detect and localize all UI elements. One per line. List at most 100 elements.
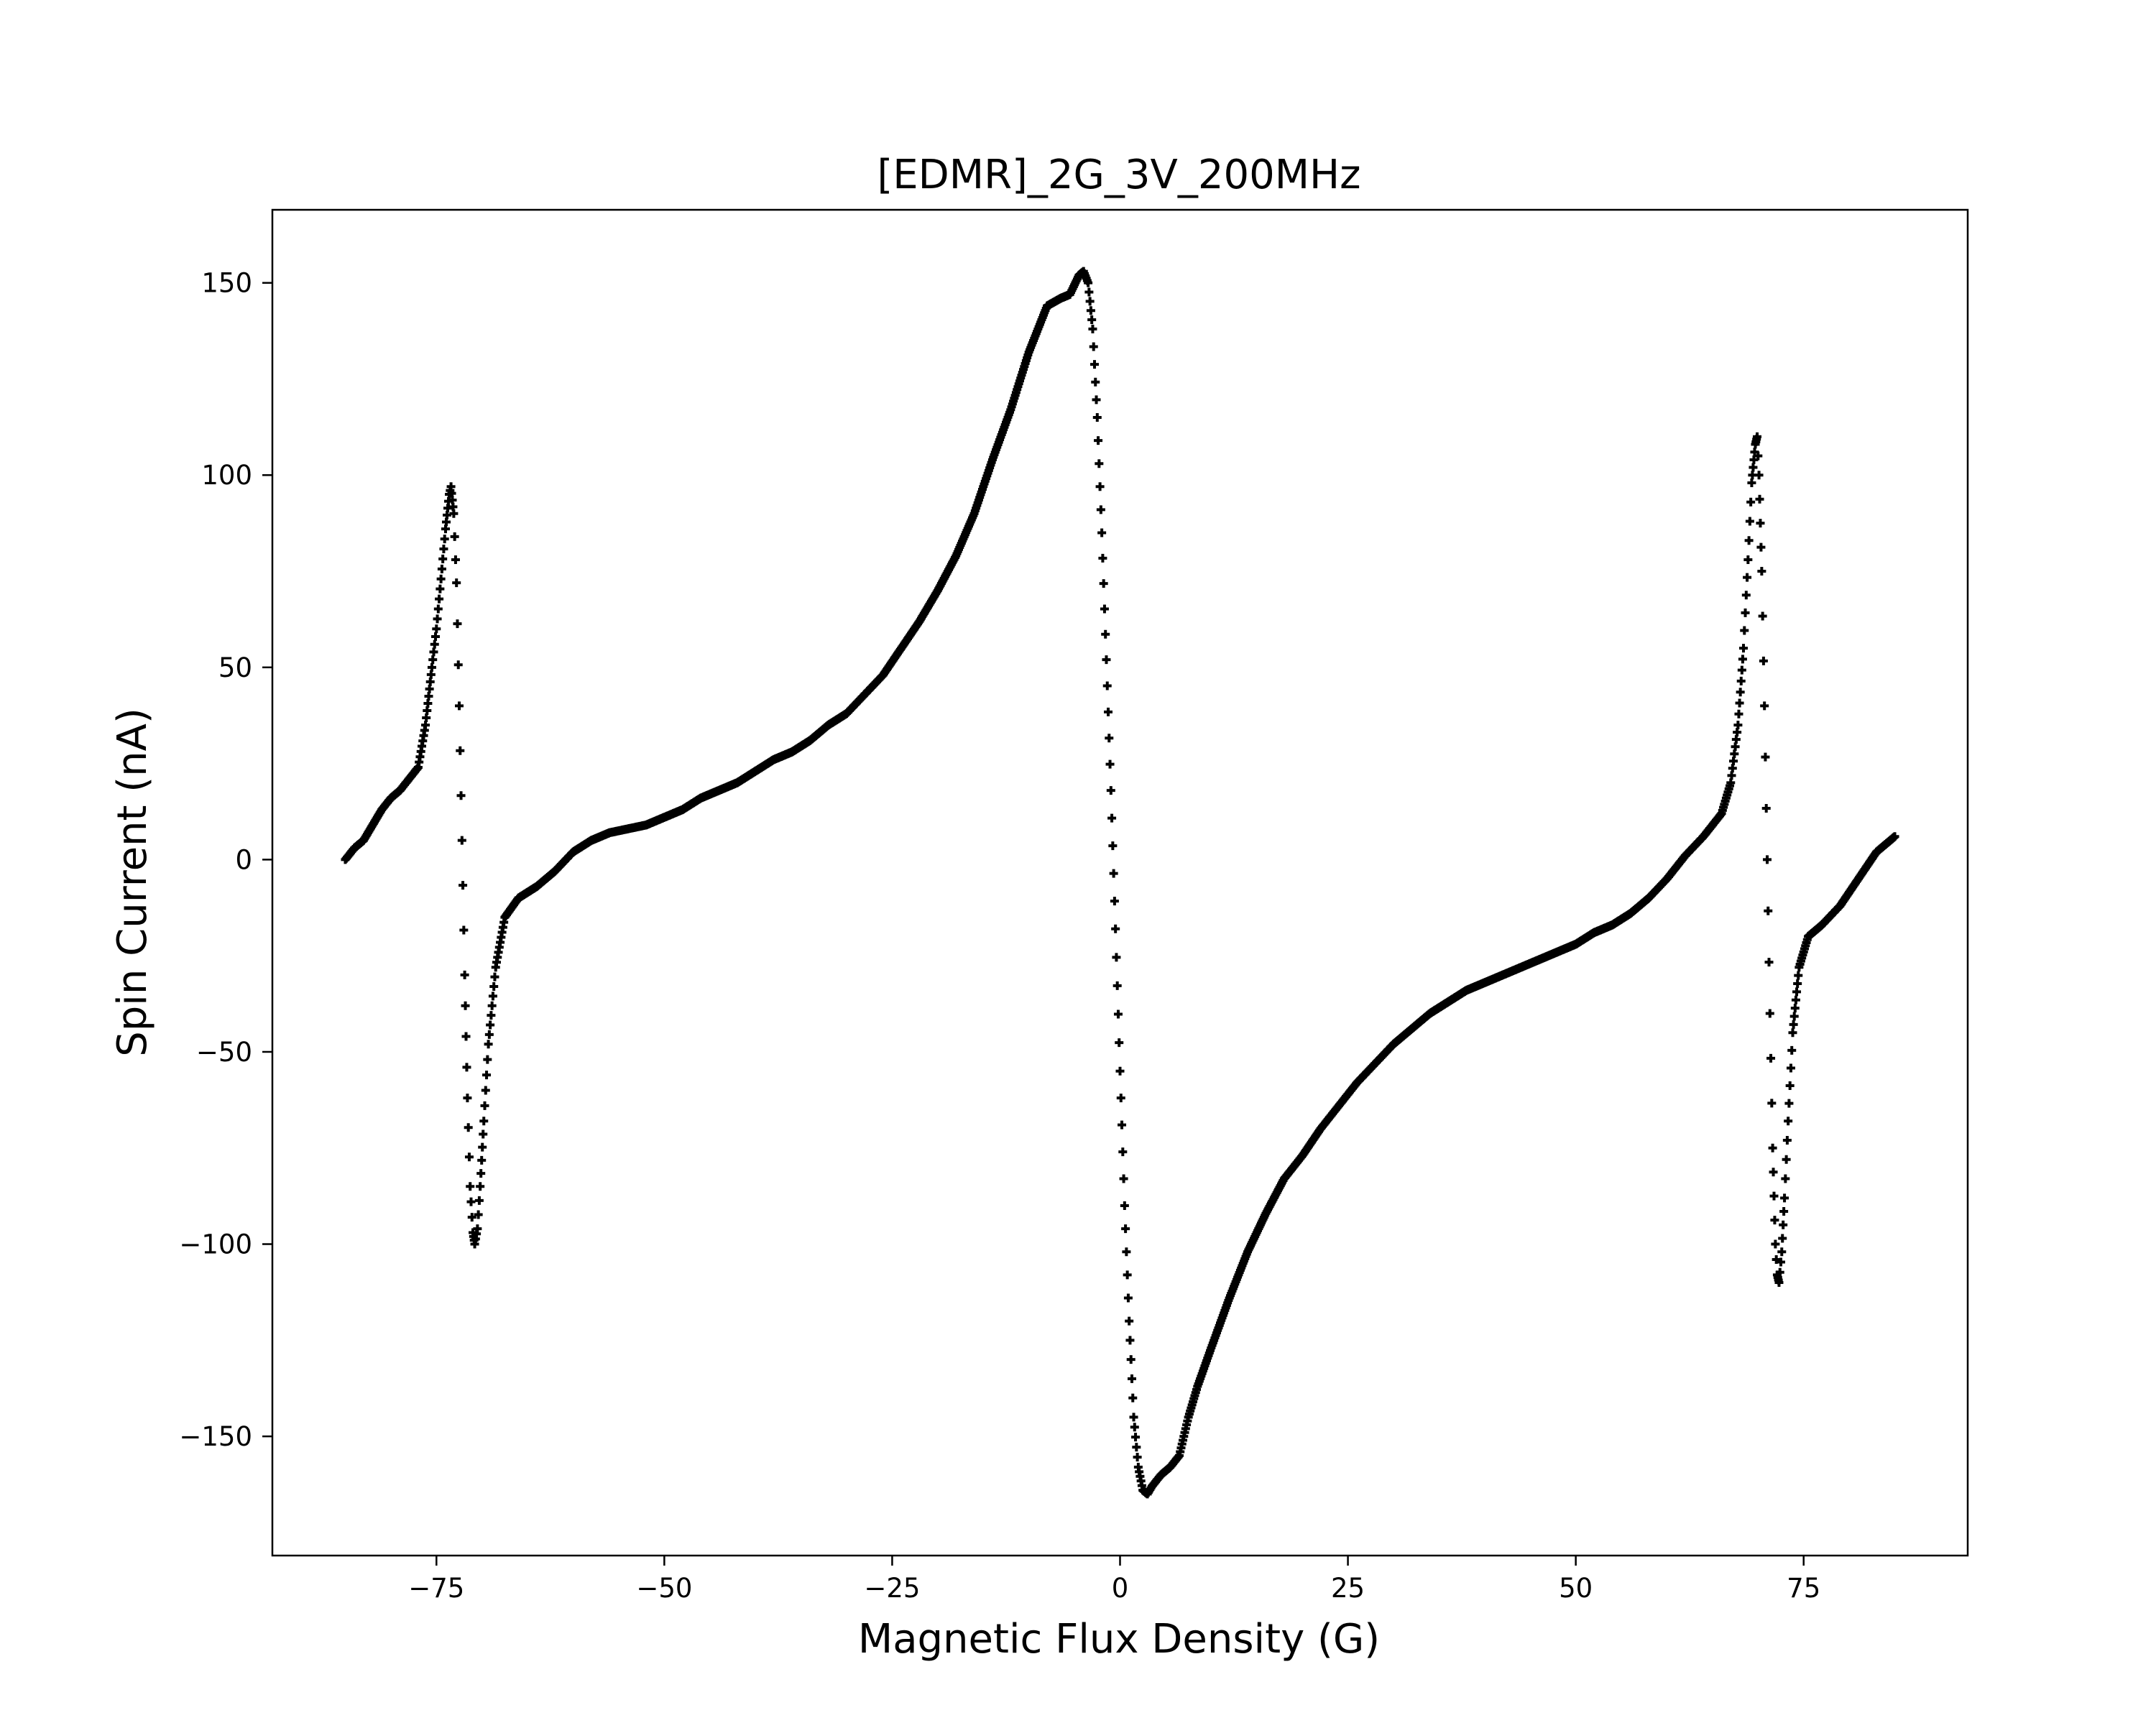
data-point bbox=[1128, 1393, 1138, 1403]
data-point bbox=[451, 555, 460, 564]
data-point bbox=[474, 1196, 484, 1205]
data-point bbox=[1791, 995, 1800, 1004]
data-point bbox=[426, 670, 436, 679]
data-point bbox=[1770, 1216, 1779, 1225]
data-point bbox=[1730, 749, 1739, 759]
data-point bbox=[1794, 971, 1803, 980]
data-point bbox=[1092, 412, 1102, 422]
data-point bbox=[1758, 611, 1767, 621]
data-point bbox=[477, 1155, 487, 1165]
data-point bbox=[1785, 1081, 1795, 1091]
data-point bbox=[1745, 517, 1754, 526]
data-point bbox=[1122, 1247, 1131, 1257]
data-point bbox=[429, 647, 438, 657]
data-point bbox=[1115, 1066, 1125, 1076]
y-axis-label: Spin Current (nA) bbox=[109, 708, 156, 1057]
data-point bbox=[1084, 287, 1094, 297]
data-point bbox=[1132, 1443, 1141, 1452]
data-point bbox=[1790, 1004, 1800, 1013]
data-point bbox=[1731, 742, 1740, 752]
data-point bbox=[1890, 832, 1899, 841]
data-point bbox=[456, 791, 466, 800]
data-point bbox=[1792, 987, 1802, 997]
data-point bbox=[428, 655, 438, 665]
plot-area-frame bbox=[271, 208, 1969, 1557]
data-point bbox=[1749, 463, 1758, 472]
data-point bbox=[1085, 297, 1095, 306]
data-point bbox=[1756, 519, 1765, 528]
data-point bbox=[464, 1123, 473, 1132]
data-point bbox=[1737, 665, 1746, 675]
data-point bbox=[1133, 1453, 1142, 1461]
x-tick-label: 0 bbox=[1112, 1573, 1129, 1604]
data-point bbox=[1782, 1136, 1792, 1145]
data-point bbox=[1087, 315, 1097, 325]
x-tick-label: −50 bbox=[636, 1573, 692, 1604]
x-tick-label: 50 bbox=[1559, 1573, 1593, 1604]
data-point bbox=[439, 544, 448, 553]
data-point bbox=[427, 662, 436, 672]
data-point bbox=[1731, 735, 1741, 744]
data-point bbox=[1116, 1094, 1125, 1103]
data-point bbox=[1098, 553, 1107, 563]
data-point bbox=[1112, 953, 1121, 962]
data-point bbox=[431, 632, 441, 642]
data-point bbox=[459, 881, 468, 890]
data-point bbox=[1793, 979, 1802, 988]
data-point bbox=[1102, 655, 1111, 665]
data-point bbox=[1096, 505, 1105, 514]
data-point bbox=[1092, 395, 1101, 405]
data-point bbox=[1784, 1117, 1793, 1126]
data-point bbox=[1762, 855, 1772, 864]
data-point bbox=[1769, 1191, 1779, 1201]
data-point bbox=[484, 1030, 494, 1039]
y-tick-label: −150 bbox=[179, 1421, 252, 1452]
data-point bbox=[421, 721, 430, 730]
data-point bbox=[1740, 626, 1749, 635]
data-series bbox=[341, 267, 1899, 1499]
data-point bbox=[1729, 757, 1738, 766]
chart-title: [EDMR]_2G_3V_200MHz bbox=[877, 152, 1360, 198]
x-axis: −75 −50 −25 0 25 50 75 bbox=[408, 1556, 1820, 1604]
data-point bbox=[1754, 451, 1763, 461]
data-point bbox=[1102, 681, 1112, 690]
data-point bbox=[487, 1001, 497, 1010]
data-point bbox=[1735, 698, 1744, 708]
data-point bbox=[1089, 342, 1098, 351]
data-point bbox=[1782, 1155, 1791, 1164]
x-tick-label: 25 bbox=[1331, 1573, 1365, 1604]
data-point bbox=[1764, 958, 1774, 967]
data-point bbox=[490, 972, 499, 981]
y-tick-label: 50 bbox=[218, 652, 252, 683]
data-point bbox=[473, 1224, 482, 1234]
data-point bbox=[433, 614, 442, 624]
y-tick-label: 150 bbox=[201, 268, 252, 299]
data-point bbox=[1761, 804, 1771, 813]
data-point bbox=[1778, 1234, 1787, 1243]
data-point bbox=[1777, 1257, 1785, 1267]
data-point bbox=[1741, 608, 1750, 617]
data-point bbox=[1766, 1053, 1776, 1063]
data-point bbox=[1733, 728, 1742, 737]
data-point bbox=[1104, 707, 1113, 716]
data-point bbox=[1760, 701, 1769, 711]
data-point bbox=[461, 1032, 471, 1041]
data-point bbox=[1787, 1045, 1797, 1055]
data-point bbox=[1738, 655, 1747, 664]
data-point bbox=[1106, 786, 1115, 795]
x-tick-label: 75 bbox=[1787, 1573, 1820, 1604]
data-point bbox=[1754, 471, 1764, 480]
data-point bbox=[1789, 1020, 1798, 1029]
data-point bbox=[1115, 1038, 1124, 1048]
data-point bbox=[435, 594, 444, 604]
data-point bbox=[1739, 644, 1748, 653]
data-point bbox=[1789, 1012, 1799, 1021]
data-point bbox=[1125, 1316, 1134, 1326]
data-point bbox=[1747, 478, 1756, 487]
data-point bbox=[1786, 1063, 1795, 1073]
data-point bbox=[1099, 579, 1108, 588]
data-point bbox=[464, 1152, 474, 1162]
data-point bbox=[1089, 360, 1099, 369]
data-point bbox=[1761, 752, 1770, 762]
